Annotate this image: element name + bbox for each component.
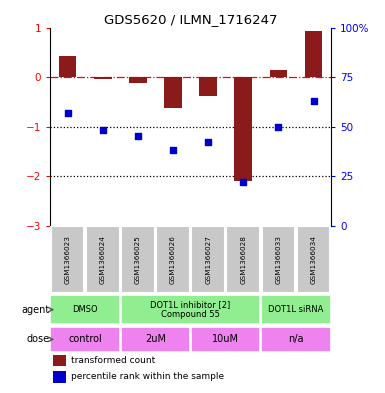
Text: DOT1L siRNA: DOT1L siRNA xyxy=(268,305,324,314)
Bar xyxy=(50,327,120,352)
Text: dose: dose xyxy=(26,334,49,344)
Bar xyxy=(199,77,217,96)
Bar xyxy=(51,226,84,293)
Text: percentile rank within the sample: percentile rank within the sample xyxy=(71,373,224,382)
Text: GSM1366034: GSM1366034 xyxy=(311,235,316,284)
Bar xyxy=(164,77,182,108)
Bar xyxy=(234,77,252,181)
Bar xyxy=(121,226,155,293)
Bar xyxy=(297,226,330,293)
Text: control: control xyxy=(68,334,102,344)
Text: transformed count: transformed count xyxy=(71,356,156,365)
Bar xyxy=(191,327,261,352)
Bar xyxy=(94,77,112,79)
Bar xyxy=(191,226,225,293)
Point xyxy=(240,179,246,185)
Bar xyxy=(59,56,76,77)
Text: agent: agent xyxy=(21,305,49,315)
Point xyxy=(310,97,316,104)
Bar xyxy=(53,354,65,366)
Bar xyxy=(261,327,331,352)
Point xyxy=(275,123,281,130)
Text: n/a: n/a xyxy=(288,334,304,344)
Point xyxy=(100,127,106,134)
Text: GSM1366023: GSM1366023 xyxy=(65,235,70,284)
Bar xyxy=(261,295,331,325)
Text: DMSO: DMSO xyxy=(72,305,98,314)
Bar xyxy=(261,226,295,293)
Text: GSM1366026: GSM1366026 xyxy=(170,235,176,284)
Title: GDS5620 / ILMN_1716247: GDS5620 / ILMN_1716247 xyxy=(104,13,277,26)
Bar xyxy=(129,77,147,83)
Bar xyxy=(156,226,190,293)
Bar xyxy=(121,327,190,352)
Text: GSM1366033: GSM1366033 xyxy=(275,235,281,284)
Bar xyxy=(50,295,120,325)
Bar xyxy=(53,371,65,382)
Text: GSM1366028: GSM1366028 xyxy=(240,235,246,284)
Bar xyxy=(270,70,287,77)
Text: GSM1366027: GSM1366027 xyxy=(205,235,211,284)
Bar xyxy=(121,295,261,325)
Bar xyxy=(305,31,322,77)
Bar xyxy=(86,226,120,293)
Point xyxy=(205,139,211,145)
Point xyxy=(65,110,71,116)
Text: 10uM: 10uM xyxy=(212,334,239,344)
Text: DOT1L inhibitor [2]
Compound 55: DOT1L inhibitor [2] Compound 55 xyxy=(151,300,231,320)
Point xyxy=(135,133,141,140)
Text: GSM1366025: GSM1366025 xyxy=(135,235,141,284)
Bar xyxy=(226,226,260,293)
Text: GSM1366024: GSM1366024 xyxy=(100,235,106,284)
Point xyxy=(170,147,176,153)
Text: 2uM: 2uM xyxy=(145,334,166,344)
